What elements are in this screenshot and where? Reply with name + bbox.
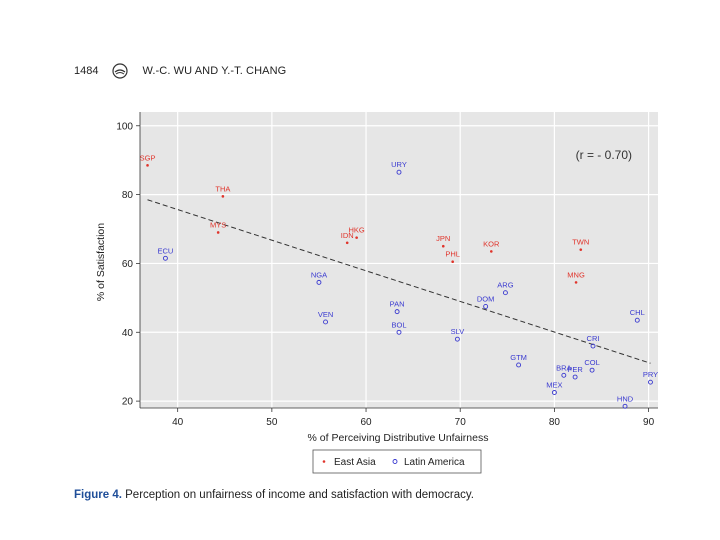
point-label-col: COL <box>584 358 599 367</box>
point-label-ecu: ECU <box>158 246 174 255</box>
y-tick-label: 80 <box>122 190 134 201</box>
point-label-cri: CRI <box>587 334 600 343</box>
point-slv <box>454 336 460 342</box>
point-phl <box>451 260 454 264</box>
point-label-slv: SLV <box>451 327 465 336</box>
point-jpn <box>441 244 445 248</box>
point-col <box>589 367 595 373</box>
point-label-mys: MYS <box>210 220 226 229</box>
point-label-ven: VEN <box>318 310 333 319</box>
point-label-jpn: JPN <box>436 234 450 243</box>
point-pan <box>394 309 400 315</box>
y-tick-label: 100 <box>116 121 133 132</box>
point-ury <box>396 169 402 175</box>
point-label-chl: CHL <box>630 308 645 317</box>
legend-label-east-asia: East Asia <box>334 457 376 468</box>
x-tick-label: 90 <box>643 417 655 428</box>
point-per <box>572 374 578 380</box>
x-tick-label: 40 <box>172 417 184 428</box>
legend-label-latin-america: Latin America <box>404 457 465 468</box>
point-label-idn: IDN <box>341 231 354 240</box>
legend-marker-east-asia <box>322 460 326 463</box>
point-label-phl: PHL <box>445 250 460 259</box>
point-label-per: PER <box>567 365 583 374</box>
point-label-hkg: HKG <box>348 226 364 235</box>
point-label-mng: MNG <box>567 270 585 279</box>
point-label-sgp: SGP <box>140 153 156 162</box>
x-tick-label: 80 <box>549 417 561 428</box>
journal-logo-icon <box>112 63 129 79</box>
point-label-mex: MEX <box>546 381 562 390</box>
point-bol <box>396 329 402 335</box>
x-tick-label: 70 <box>455 417 467 428</box>
figure-caption-text: Perception on unfairness of income and s… <box>121 489 474 501</box>
page-header: 1484 W.-C. WU AND Y.-T. CHANG <box>74 62 286 80</box>
point-mys <box>216 231 220 234</box>
point-label-ury: URY <box>391 160 407 169</box>
point-mng <box>574 281 578 284</box>
x-tick-label: 60 <box>360 417 372 428</box>
point-bra <box>561 372 567 378</box>
y-axis-label: % of Satisfaction <box>95 223 107 301</box>
point-chl <box>634 317 640 323</box>
running-head-authors: W.-C. WU AND Y.-T. CHANG <box>142 65 287 77</box>
point-dom <box>483 304 489 309</box>
y-tick-label: 40 <box>122 328 134 339</box>
point-twn <box>579 248 583 251</box>
point-kor <box>489 250 493 253</box>
point-hkg <box>355 236 358 239</box>
page-number: 1484 <box>74 65 99 77</box>
legend-marker-latin-america <box>392 459 398 464</box>
point-idn <box>345 241 349 245</box>
point-arg <box>502 290 508 296</box>
figure-label: Figure 4. <box>74 489 122 501</box>
correlation-annotation: (r = - 0.70) <box>576 148 632 162</box>
point-label-bra: BRA <box>556 363 571 372</box>
y-tick-label: 60 <box>122 259 134 270</box>
point-gtm <box>516 362 522 368</box>
point-label-pry: PRY <box>643 370 658 379</box>
point-hnd <box>622 403 628 409</box>
point-sgp <box>146 164 149 167</box>
axes: 20 40 60 80 100 40 50 60 70 80 90 <box>116 112 658 428</box>
point-label-kor: KOR <box>483 239 500 248</box>
plot-area <box>140 112 658 408</box>
x-tick-label: 50 <box>266 417 278 428</box>
fit-line <box>147 199 651 364</box>
point-label-pan: PAN <box>390 300 405 309</box>
point-label-arg: ARG <box>497 281 513 290</box>
point-mex <box>551 390 557 395</box>
point-label-tha: THA <box>215 184 230 193</box>
point-label-hnd: HND <box>617 394 634 403</box>
point-label-twn: TWN <box>572 238 589 247</box>
point-ven <box>323 319 328 325</box>
grid-lines <box>140 112 658 408</box>
point-label-dom: DOM <box>477 294 495 303</box>
point-ecu <box>162 255 168 261</box>
point-label-nga: NGA <box>311 270 327 279</box>
point-tha <box>221 195 225 198</box>
x-axis-label: % of Perceiving Distributive Unfairness <box>308 432 489 444</box>
point-pry <box>648 379 653 385</box>
y-tick-label: 20 <box>122 397 134 408</box>
point-label-gtm: GTM <box>510 353 527 362</box>
point-nga <box>316 279 322 285</box>
figure-caption: Figure 4. Perception on unfairness of in… <box>74 489 474 501</box>
legend: East Asia Latin America <box>312 449 482 474</box>
point-cri <box>590 343 596 349</box>
point-label-bol: BOL <box>391 320 406 329</box>
